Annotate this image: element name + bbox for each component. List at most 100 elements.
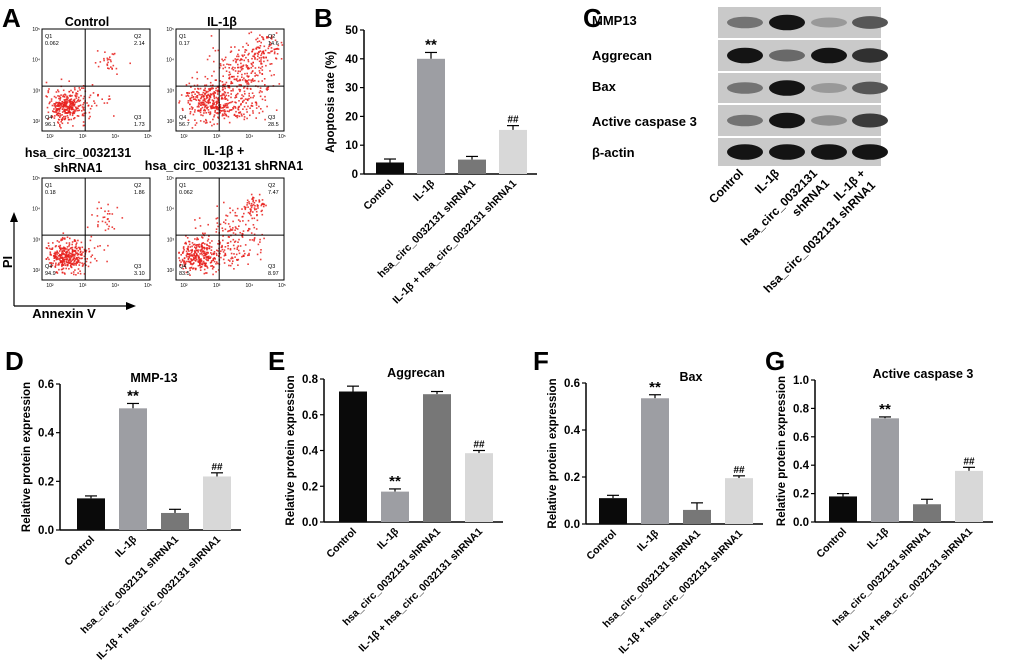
flow-y-tick-label: 10² bbox=[167, 268, 175, 274]
quadrant-value-q1: 0.17 bbox=[179, 41, 190, 47]
annexin-arrowhead-icon bbox=[126, 302, 136, 310]
y-tick-label: 0.6 bbox=[38, 379, 54, 391]
flow-x-tick-label: 10⁵ bbox=[278, 134, 286, 140]
y-tick-label: 1.0 bbox=[793, 375, 809, 387]
quadrant-value-q2: 14.6 bbox=[268, 41, 279, 47]
quadrant-value-q2: 1.86 bbox=[134, 190, 145, 196]
panel-letter-g: G bbox=[765, 346, 785, 376]
quadrant-value-q1: 0.062 bbox=[45, 41, 59, 47]
flow-title-control: Control bbox=[65, 15, 109, 29]
bar bbox=[725, 478, 753, 524]
flow-y-tick-label: 10⁵ bbox=[32, 27, 40, 33]
chart-title: MMP-13 bbox=[130, 371, 177, 385]
flow-title-shrna-line1: hsa_circ_0032131 bbox=[25, 146, 131, 160]
flow-x-tick-label: 10² bbox=[46, 283, 54, 289]
y-axis-label: Relative protein expression bbox=[547, 378, 559, 528]
x-tick-label: Control bbox=[62, 534, 97, 569]
quadrant-value-q2: 7.47 bbox=[268, 190, 279, 196]
x-tick-label: Control bbox=[324, 526, 359, 561]
blot-band bbox=[811, 17, 847, 28]
quadrant-label: Q3 bbox=[268, 115, 275, 121]
bar-chart-f: 0.0 0.2 0.4 0.6 Relative protein expression B… bbox=[547, 370, 763, 656]
flow-y-tick-label: 10² bbox=[33, 119, 41, 125]
bar-chart-e: 0.0 0.2 0.4 0.6 0.8 Relative protein expressi… bbox=[285, 366, 503, 654]
flow-x-tick-label: 10⁴ bbox=[245, 134, 253, 140]
blot-band bbox=[727, 114, 763, 127]
blot-band bbox=[727, 82, 763, 94]
pi-arrowhead-icon bbox=[10, 212, 18, 222]
bar bbox=[161, 512, 189, 530]
blot-band bbox=[852, 48, 888, 63]
quadrant-label: Q2 bbox=[268, 183, 275, 189]
y-tick-label: 0.4 bbox=[793, 460, 810, 472]
quadrant-label: Q4 bbox=[45, 264, 52, 270]
x-tick-label: IL-1β bbox=[865, 525, 892, 552]
flow-dot-cloud bbox=[45, 50, 131, 129]
quadrant-value-q3: 1.73 bbox=[134, 122, 145, 128]
bar bbox=[465, 453, 493, 522]
quadrant-label: Q2 bbox=[268, 34, 275, 40]
blot-strip-3 bbox=[718, 73, 888, 103]
flow-ylabel: PI bbox=[0, 256, 15, 268]
significance-marker: ## bbox=[733, 465, 745, 476]
blot-band bbox=[852, 113, 888, 128]
flow-dot-cloud bbox=[178, 193, 267, 276]
flow-x-tick-label: 10⁴ bbox=[111, 283, 119, 289]
bar bbox=[499, 129, 527, 174]
blot-strip-2 bbox=[718, 40, 888, 71]
panel-letter-c: C bbox=[583, 3, 602, 33]
lane-label-il1b: IL-1β bbox=[752, 166, 782, 196]
bar bbox=[423, 394, 451, 522]
flow-y-tick-label: 10³ bbox=[33, 88, 41, 94]
y-tick-label: 0.2 bbox=[793, 489, 809, 501]
flow-x-tick-label: 10⁵ bbox=[144, 134, 152, 140]
blot-band bbox=[769, 112, 805, 129]
flow-y-tick-label: 10² bbox=[167, 119, 175, 125]
y-tick-label: 0.2 bbox=[38, 476, 54, 488]
flow-title-combo-line2: hsa_circ_0032131 shRNA1 bbox=[145, 159, 303, 173]
flow-x-tick-label: 10³ bbox=[213, 134, 221, 140]
flow-x-tick-label: 10⁵ bbox=[278, 283, 286, 289]
y-tick-label: 0.4 bbox=[38, 428, 55, 440]
quadrant-value-q4: 96.1 bbox=[45, 122, 56, 128]
y-tick-label: 10 bbox=[345, 140, 358, 152]
y-tick-label: 0.0 bbox=[564, 519, 580, 531]
x-tick-label: IL-1β bbox=[113, 533, 140, 560]
bar bbox=[417, 58, 445, 174]
y-tick-label: 0.8 bbox=[302, 374, 319, 386]
chart-title: Bax bbox=[680, 370, 703, 384]
blot-band bbox=[852, 16, 888, 29]
y-tick-label: 40 bbox=[345, 54, 358, 66]
panel-letter-a: A bbox=[2, 3, 21, 33]
y-tick-label: 0.0 bbox=[302, 517, 318, 529]
flow-title-shrna-line2: shRNA1 bbox=[54, 161, 103, 175]
flow-y-tick-label: 10³ bbox=[33, 237, 41, 243]
y-tick-label: 0.2 bbox=[564, 472, 580, 484]
flow-y-tick-label: 10⁴ bbox=[166, 207, 174, 213]
y-tick-label: 0.2 bbox=[302, 481, 318, 493]
blot-band bbox=[769, 14, 805, 31]
panel-a-flow-cytometry: Control IL-1β hsa_circ_0032131 shRNA1 IL… bbox=[0, 15, 303, 321]
flow-x-tick-label: 10² bbox=[180, 283, 188, 289]
quadrant-label: Q1 bbox=[179, 34, 186, 40]
chart-title: Aggrecan bbox=[387, 366, 445, 380]
flow-y-tick-label: 10⁴ bbox=[166, 58, 174, 64]
y-tick-label: 20 bbox=[345, 111, 358, 123]
flow-x-tick-label: 10² bbox=[180, 134, 188, 140]
x-tick-label: IL-1β bbox=[375, 525, 402, 552]
quadrant-label: Q1 bbox=[45, 183, 52, 189]
quadrant-label: Q1 bbox=[179, 183, 186, 189]
x-tick-label: Control bbox=[361, 178, 396, 213]
y-axis-label: Relative protein expression bbox=[776, 376, 788, 526]
flow-title-combo-line1: IL-1β + bbox=[204, 144, 245, 158]
blot-band bbox=[811, 115, 847, 126]
quadrant-value-q3: 3.10 bbox=[134, 271, 145, 277]
bar bbox=[458, 159, 486, 174]
panel-letter-f: F bbox=[533, 346, 549, 376]
blot-band bbox=[769, 80, 805, 96]
bar bbox=[913, 504, 941, 522]
blot-band bbox=[811, 83, 847, 93]
quadrant-label: Q3 bbox=[134, 115, 141, 121]
